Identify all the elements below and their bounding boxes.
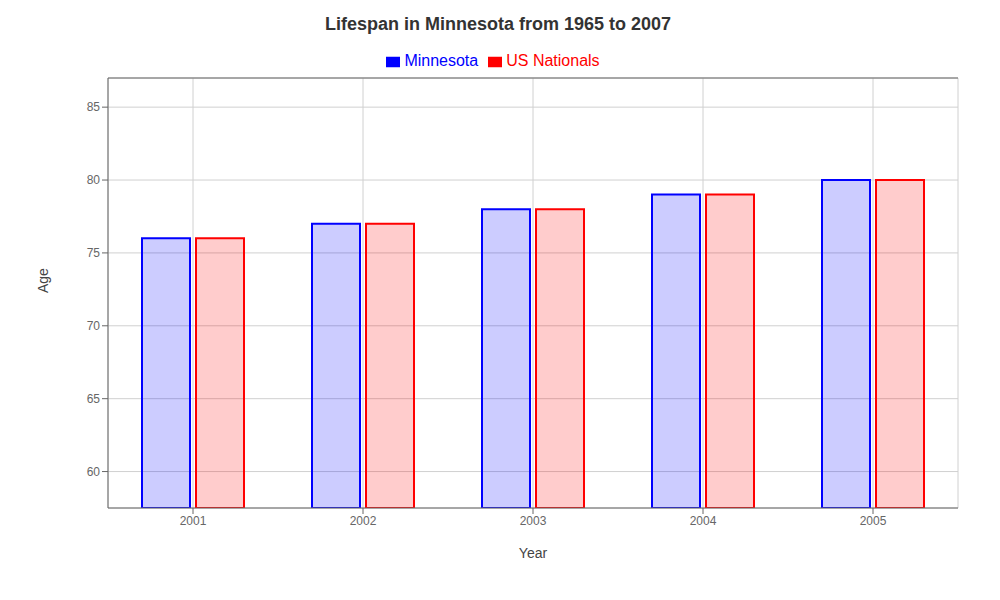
svg-text:2002: 2002 — [350, 514, 377, 528]
svg-text:Year: Year — [519, 545, 548, 561]
svg-text:2004: 2004 — [690, 514, 717, 528]
svg-text:85: 85 — [87, 100, 101, 114]
svg-text:65: 65 — [87, 392, 101, 406]
svg-text:Age: Age — [35, 268, 51, 293]
svg-text:80: 80 — [87, 173, 101, 187]
html-text:Lifespan in Minnesota from 196: Lifespan in Minnesota from 1965 to 2007 — [324, 14, 671, 34]
svg-text:2001: 2001 — [180, 514, 207, 528]
svg-text:70: 70 — [87, 319, 101, 333]
svg-text:2005: 2005 — [860, 514, 887, 528]
svg-text:60: 60 — [87, 465, 101, 479]
svg-text:75: 75 — [87, 246, 101, 260]
html-text:US Nationals: US Nationals — [506, 52, 600, 69]
svg-text:2003: 2003 — [520, 514, 547, 528]
html-text:Minnesota: Minnesota — [404, 52, 479, 69]
